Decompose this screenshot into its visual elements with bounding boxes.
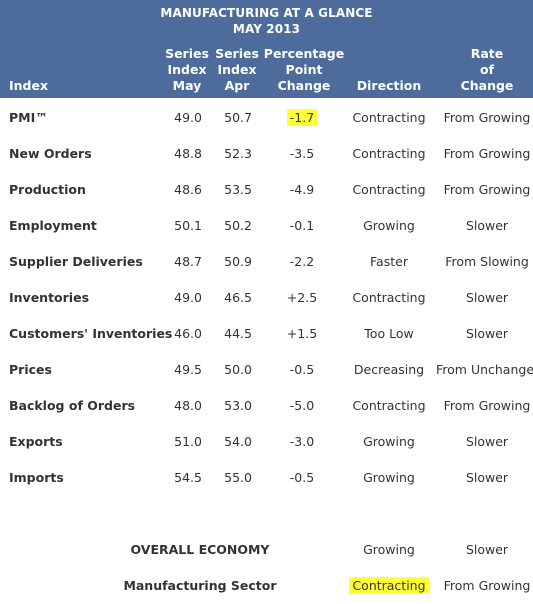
row-pct: -0.5: [289, 362, 315, 377]
row-index: Prices: [9, 362, 52, 377]
row-direction: Growing: [363, 434, 415, 449]
table-row: Customers' Inventories 46.0 44.5 +1.5 To…: [0, 316, 533, 352]
row-direction: Growing: [363, 470, 415, 485]
row-pct: -2.2: [289, 254, 315, 269]
row-apr: 53.5: [224, 182, 252, 197]
row-index: Supplier Deliveries: [9, 254, 143, 269]
row-index: PMI™: [9, 110, 48, 125]
row-direction: Faster: [370, 254, 408, 269]
table-row: Backlog of Orders 48.0 53.0 -5.0 Contrac…: [0, 388, 533, 424]
summary-rate: From Growing: [443, 578, 531, 593]
summary-direction: Contracting: [346, 568, 432, 604]
table-row: Employment 50.1 50.2 -0.1 Growing Slower: [0, 208, 533, 244]
row-apr: 54.0: [224, 434, 252, 449]
row-apr: 46.5: [224, 290, 252, 305]
row-may: 46.0: [174, 326, 202, 341]
row-rate: Slower: [465, 290, 509, 305]
row-direction: Contracting: [352, 146, 426, 161]
col-header-direction: Direction: [356, 78, 422, 93]
row-direction: Contracting: [352, 398, 426, 413]
highlighted-direction: Contracting: [349, 577, 429, 594]
row-may: 50.1: [174, 218, 202, 233]
row-rate: From Growing: [443, 110, 531, 125]
row-rate: Slower: [465, 434, 509, 449]
row-direction: Contracting: [352, 110, 426, 125]
row-rate: Slower: [465, 326, 509, 341]
col-header-apr: Series Index Apr: [215, 46, 259, 93]
row-pct: -3.0: [289, 434, 315, 449]
title-line-1: MANUFACTURING AT A GLANCE: [160, 6, 373, 20]
summary-row-overall-economy: OVERALL ECONOMY Growing Slower: [0, 532, 533, 568]
table-row: Exports 51.0 54.0 -3.0 Growing Slower: [0, 424, 533, 460]
table-header: MANUFACTURING AT A GLANCE MAY 2013 Index…: [0, 0, 533, 98]
row-may: 48.0: [174, 398, 202, 413]
row-index: Inventories: [9, 290, 90, 305]
row-apr: 53.0: [224, 398, 252, 413]
row-apr: 50.9: [224, 254, 252, 269]
table-row: PMI™ 49.0 50.7 -1.7 Contracting From Gro…: [0, 100, 533, 136]
summary-label: Manufacturing Sector: [123, 578, 277, 593]
col-header-index: Index: [9, 78, 49, 93]
row-may: 48.8: [174, 146, 202, 161]
row-index: Imports: [9, 470, 64, 485]
summary-label: OVERALL ECONOMY: [130, 542, 270, 557]
highlighted-pct: -1.7: [286, 109, 318, 126]
row-rate: From Unchanged: [436, 362, 533, 377]
row-pct: -1.7: [266, 100, 338, 136]
row-may: 48.7: [174, 254, 202, 269]
row-apr: 50.0: [224, 362, 252, 377]
row-pct: -4.9: [289, 182, 315, 197]
summary-row-manufacturing-sector: Manufacturing Sector Contracting From Gr…: [0, 568, 533, 604]
row-index: Production: [9, 182, 86, 197]
table-row: Supplier Deliveries 48.7 50.9 -2.2 Faste…: [0, 244, 533, 280]
col-header-may: Series Index May: [165, 46, 209, 93]
summary-rate: Slower: [465, 542, 509, 557]
row-may: 48.6: [174, 182, 202, 197]
row-pct: -5.0: [289, 398, 315, 413]
row-apr: 44.5: [224, 326, 252, 341]
row-may: 54.5: [174, 470, 202, 485]
row-direction: Contracting: [352, 182, 426, 197]
row-pct: +2.5: [286, 290, 318, 305]
row-rate: From Slowing: [445, 254, 529, 269]
title-line-2: MAY 2013: [232, 22, 301, 36]
row-index: Employment: [9, 218, 97, 233]
row-may: 49.5: [174, 362, 202, 377]
col-header-rate: Rate of Change: [460, 46, 514, 93]
row-direction: Growing: [363, 218, 415, 233]
table-title: MANUFACTURING AT A GLANCE MAY 2013: [0, 5, 533, 37]
row-apr: 55.0: [224, 470, 252, 485]
row-apr: 52.3: [224, 146, 252, 161]
table-row: Production 48.6 53.5 -4.9 Contracting Fr…: [0, 172, 533, 208]
row-pct: -3.5: [289, 146, 315, 161]
row-rate: From Growing: [443, 398, 531, 413]
summary-direction: Growing: [363, 542, 415, 557]
row-rate: Slower: [465, 470, 509, 485]
row-pct: +1.5: [286, 326, 318, 341]
table-row: Inventories 49.0 46.5 +2.5 Contracting S…: [0, 280, 533, 316]
row-index: New Orders: [9, 146, 92, 161]
row-rate: Slower: [465, 218, 509, 233]
row-apr: 50.2: [224, 218, 252, 233]
col-header-pct: Percentage Point Change: [263, 46, 345, 93]
row-may: 49.0: [174, 110, 202, 125]
row-may: 51.0: [174, 434, 202, 449]
row-rate: From Growing: [443, 182, 531, 197]
table-row: Imports 54.5 55.0 -0.5 Growing Slower: [0, 460, 533, 496]
row-pct: -0.5: [289, 470, 315, 485]
row-direction: Too Low: [364, 326, 414, 341]
row-index: Backlog of Orders: [9, 398, 136, 413]
row-may: 49.0: [174, 290, 202, 305]
row-index: Exports: [9, 434, 63, 449]
row-index: Customers' Inventories: [9, 326, 173, 341]
row-direction: Contracting: [352, 290, 426, 305]
row-apr: 50.7: [224, 110, 252, 125]
row-pct: -0.1: [289, 218, 315, 233]
row-rate: From Growing: [443, 146, 531, 161]
table-row: Prices 49.5 50.0 -0.5 Decreasing From Un…: [0, 352, 533, 388]
table-row: New Orders 48.8 52.3 -3.5 Contracting Fr…: [0, 136, 533, 172]
row-direction: Decreasing: [353, 362, 425, 377]
